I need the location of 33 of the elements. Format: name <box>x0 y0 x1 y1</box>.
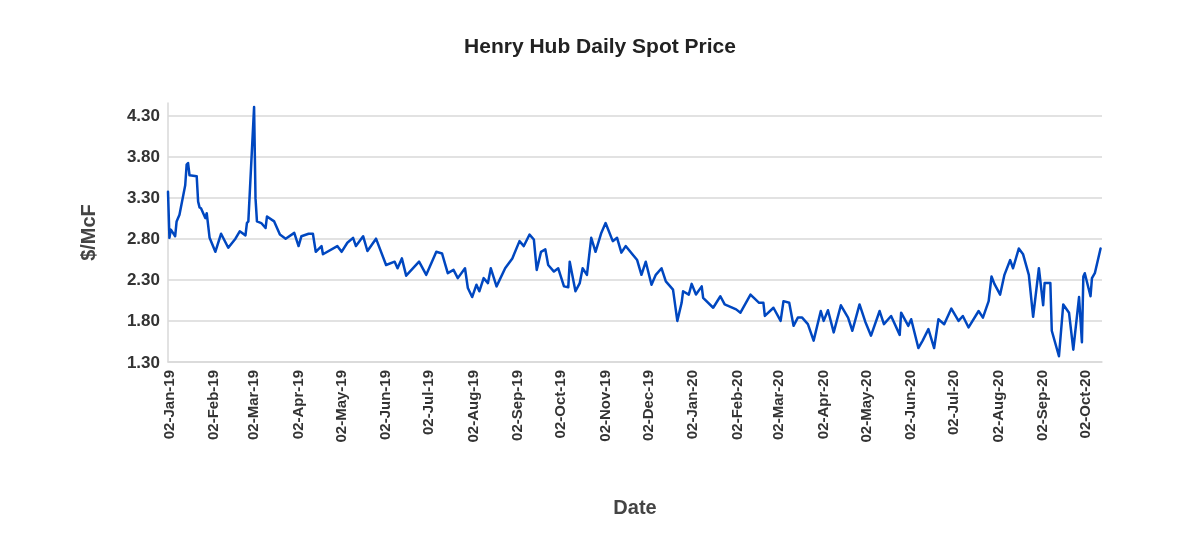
line-series <box>166 105 1102 358</box>
y-tick-label: 1.80 <box>126 311 160 331</box>
x-tick-label: 02-Jan-19 <box>159 370 177 440</box>
x-tick-label: 02-Jul-20 <box>944 370 962 436</box>
x-tick-label: 02-May-19 <box>331 370 349 443</box>
x-tick-label: 02-Apr-20 <box>813 370 831 440</box>
x-tick-label: 02-Mar-20 <box>769 370 787 441</box>
x-tick-label: 02-Oct-20 <box>1076 370 1094 439</box>
x-tick-label: 02-Aug-20 <box>988 370 1006 443</box>
y-tick-label: 1.30 <box>126 352 160 372</box>
x-tick-label: 02-Jan-20 <box>683 370 701 440</box>
y-tick-label: 3.80 <box>126 146 160 166</box>
y-tick-label: 2.80 <box>126 229 160 249</box>
y-tick-label: 2.30 <box>126 270 160 290</box>
x-tick-label: 02-Dec-19 <box>638 370 656 441</box>
x-tick-label: 02-Feb-19 <box>203 370 221 441</box>
x-tick-label: 02-Jun-19 <box>376 370 394 441</box>
y-tick-label: 3.30 <box>126 188 160 208</box>
chart-title: Henry Hub Daily Spot Price <box>464 34 736 57</box>
x-tick-label: 02-Mar-19 <box>244 370 262 441</box>
x-tick-label: 02-Nov-19 <box>595 370 613 442</box>
y-tick-label: 4.30 <box>126 105 160 125</box>
x-tick-label: 02-Jun-20 <box>901 370 919 441</box>
x-tick-label: 02-Sep-19 <box>508 370 526 441</box>
x-tick-label: 02-Jul-19 <box>419 370 437 436</box>
x-tick-label: 02-Oct-19 <box>551 370 569 439</box>
x-tick-label: 02-Sep-20 <box>1033 370 1051 441</box>
x-tick-label: 02-Feb-20 <box>727 370 745 441</box>
x-axis-title: Date <box>613 496 657 518</box>
y-axis-title: $/McF <box>77 204 99 261</box>
x-tick-label: 02-Aug-19 <box>463 370 481 443</box>
x-tick-label: 02-May-20 <box>856 370 874 443</box>
x-tick-label: 02-Apr-19 <box>288 370 306 440</box>
